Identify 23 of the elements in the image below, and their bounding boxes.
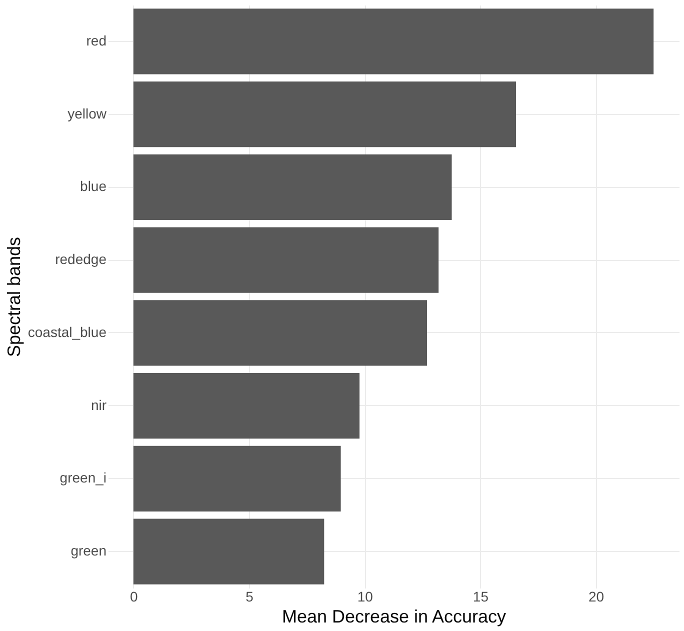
- y-tick-label: blue: [80, 178, 107, 194]
- bar: [133, 300, 428, 366]
- bar: [133, 518, 324, 584]
- y-tick-label: red: [86, 32, 106, 48]
- y-tick-label: rededge: [55, 251, 107, 268]
- bar: [133, 446, 341, 512]
- y-tick-label: green: [70, 542, 106, 559]
- y-tick-label: coastal_blue: [28, 324, 107, 340]
- x-tick-label: 5: [246, 588, 254, 604]
- x-tick-label: 0: [130, 588, 138, 604]
- x-tick-label: 20: [588, 588, 604, 604]
- y-tick-label: nir: [90, 396, 107, 413]
- y-tick-label: green_i: [60, 470, 106, 486]
- bar: [133, 373, 360, 439]
- bar: [133, 227, 439, 293]
- x-axis-title: Mean Decrease in Accuracy: [282, 606, 506, 626]
- bar: [133, 8, 654, 74]
- y-tick-label: yellow: [68, 105, 108, 122]
- bar: [133, 82, 516, 148]
- bar: [133, 154, 452, 220]
- x-tick-label: 15: [472, 588, 489, 604]
- y-axis-title: Spectral bands: [4, 236, 24, 358]
- x-tick-label: 10: [357, 588, 374, 604]
